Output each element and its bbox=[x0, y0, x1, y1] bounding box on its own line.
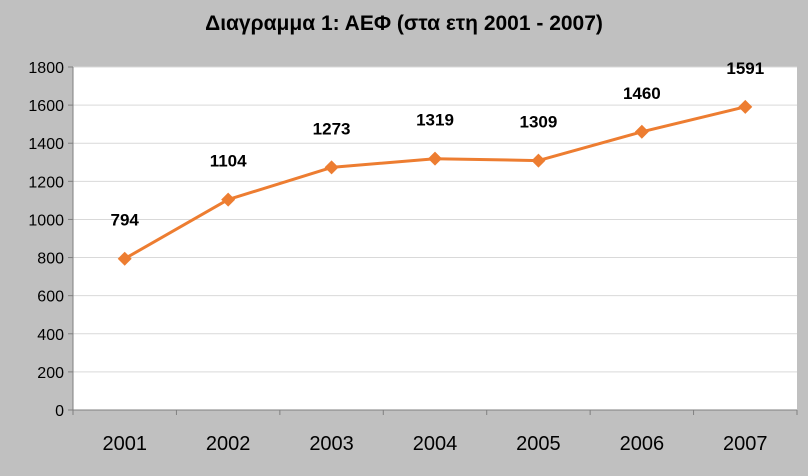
data-label: 1104 bbox=[210, 152, 247, 171]
y-tick-label: 600 bbox=[37, 289, 64, 306]
y-tick-label: 1000 bbox=[28, 212, 64, 229]
x-tick-label: 2004 bbox=[413, 433, 458, 455]
x-tick-label: 2003 bbox=[309, 433, 354, 455]
data-point-marker bbox=[738, 99, 753, 114]
y-tick-label: 0 bbox=[55, 403, 64, 420]
x-tick-label: 2006 bbox=[620, 433, 665, 455]
x-tick-label: 2005 bbox=[516, 433, 561, 455]
y-tick-label: 1200 bbox=[28, 174, 64, 191]
y-tick-label: 1800 bbox=[28, 60, 64, 77]
data-point-marker bbox=[531, 153, 546, 168]
data-label: 1319 bbox=[416, 111, 454, 130]
data-point-marker bbox=[324, 160, 339, 175]
y-tick-label: 200 bbox=[37, 365, 64, 382]
y-tick-label: 1600 bbox=[28, 98, 64, 115]
data-label: 1591 bbox=[726, 59, 764, 78]
chart-title: Διαγραμμα 1: ΑΕΦ (στα ετη 2001 - 2007) bbox=[205, 12, 603, 35]
x-tick-label: 2007 bbox=[723, 433, 768, 455]
data-label: 1309 bbox=[520, 113, 558, 132]
data-label: 794 bbox=[111, 211, 140, 230]
x-tick-label: 2002 bbox=[206, 433, 251, 455]
data-point-marker bbox=[117, 251, 132, 266]
y-tick-label: 800 bbox=[37, 251, 64, 268]
data-point-marker bbox=[428, 151, 442, 166]
data-point-marker bbox=[221, 192, 236, 207]
x-tick-label: 2001 bbox=[102, 433, 147, 455]
y-tick-label: 1400 bbox=[28, 136, 64, 153]
data-label: 1273 bbox=[313, 119, 351, 138]
data-label: 1460 bbox=[623, 84, 661, 103]
data-point-marker bbox=[634, 124, 649, 139]
y-tick-label: 400 bbox=[37, 327, 64, 344]
